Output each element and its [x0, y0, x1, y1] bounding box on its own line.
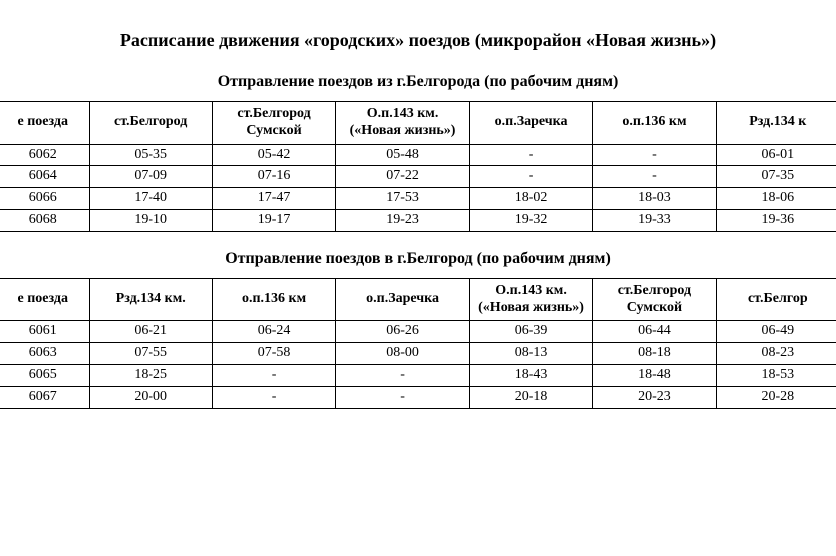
- cell: 07-55: [89, 343, 212, 365]
- table-header-row: е поезда ст.Белгород ст.Белгород Сумской…: [0, 102, 836, 145]
- col-header: Рзд.134 км.: [89, 278, 212, 321]
- col-header: ст.Белгород Сумской: [212, 102, 335, 145]
- cell: 07-58: [212, 343, 335, 365]
- cell: 19-10: [89, 209, 212, 231]
- cell: 18-25: [89, 364, 212, 386]
- col-header: ст.Белгор: [716, 278, 836, 321]
- cell: 08-18: [593, 343, 716, 365]
- col-header: О.п.143 км. («Новая жизнь»): [469, 278, 592, 321]
- table-1-wrap: е поезда ст.Белгород ст.Белгород Сумской…: [0, 101, 836, 232]
- cell: 06-26: [336, 321, 470, 343]
- cell: 20-28: [716, 386, 836, 408]
- cell: 06-44: [593, 321, 716, 343]
- cell: 18-43: [469, 364, 592, 386]
- cell: 07-09: [89, 166, 212, 188]
- cell: 08-00: [336, 343, 470, 365]
- table-row: 6068 19-10 19-17 19-23 19-32 19-33 19-36: [0, 209, 836, 231]
- cell: 06-39: [469, 321, 592, 343]
- cell: 6065: [0, 364, 89, 386]
- timetable-from: е поезда ст.Белгород ст.Белгород Сумской…: [0, 101, 836, 232]
- col-header: ст.Белгород: [89, 102, 212, 145]
- table-row: 6062 05-35 05-42 05-48 - - 06-01: [0, 144, 836, 166]
- cell: -: [593, 144, 716, 166]
- cell: 08-13: [469, 343, 592, 365]
- cell: 6067: [0, 386, 89, 408]
- table-row: 6065 18-25 - - 18-43 18-48 18-53: [0, 364, 836, 386]
- cell: 19-32: [469, 209, 592, 231]
- section-departure-from: Отправление поездов из г.Белгорода (по р…: [0, 73, 836, 232]
- cell: 06-01: [716, 144, 836, 166]
- cell: 18-06: [716, 188, 836, 210]
- cell: 08-23: [716, 343, 836, 365]
- table-header-row: е поезда Рзд.134 км. о.п.136 км о.п.Заре…: [0, 278, 836, 321]
- cell: -: [336, 364, 470, 386]
- cell: 06-49: [716, 321, 836, 343]
- table-row: 6067 20-00 - - 20-18 20-23 20-28: [0, 386, 836, 408]
- table-row: 6061 06-21 06-24 06-26 06-39 06-44 06-49: [0, 321, 836, 343]
- cell: 19-36: [716, 209, 836, 231]
- col-header: о.п.Заречка: [469, 102, 592, 145]
- cell: -: [469, 144, 592, 166]
- cell: 6063: [0, 343, 89, 365]
- cell: 6066: [0, 188, 89, 210]
- cell: 05-48: [336, 144, 470, 166]
- col-header: Рзд.134 к: [716, 102, 836, 145]
- cell: 20-18: [469, 386, 592, 408]
- cell: 18-03: [593, 188, 716, 210]
- table-row: 6064 07-09 07-16 07-22 - - 07-35: [0, 166, 836, 188]
- col-header: о.п.136 км: [212, 278, 335, 321]
- cell: 20-00: [89, 386, 212, 408]
- cell: 6061: [0, 321, 89, 343]
- page-title: Расписание движения «городских» поездов …: [0, 30, 836, 51]
- cell: 17-53: [336, 188, 470, 210]
- cell: 07-22: [336, 166, 470, 188]
- cell: -: [336, 386, 470, 408]
- col-header: ст.Белгород Сумской: [593, 278, 716, 321]
- cell: 06-21: [89, 321, 212, 343]
- cell: 06-24: [212, 321, 335, 343]
- cell: 6064: [0, 166, 89, 188]
- cell: 05-42: [212, 144, 335, 166]
- cell: 07-16: [212, 166, 335, 188]
- col-header: О.п.143 км. («Новая жизнь»): [336, 102, 470, 145]
- col-header: е поезда: [0, 102, 89, 145]
- section-departure-to: Отправление поездов в г.Белгород (по раб…: [0, 250, 836, 409]
- cell: 20-23: [593, 386, 716, 408]
- cell: -: [212, 386, 335, 408]
- col-header: о.п.136 км: [593, 102, 716, 145]
- cell: 19-33: [593, 209, 716, 231]
- cell: 19-23: [336, 209, 470, 231]
- cell: -: [469, 166, 592, 188]
- col-header: е поезда: [0, 278, 89, 321]
- cell: 17-40: [89, 188, 212, 210]
- cell: 6068: [0, 209, 89, 231]
- table-2-wrap: е поезда Рзд.134 км. о.п.136 км о.п.Заре…: [0, 278, 836, 409]
- cell: 07-35: [716, 166, 836, 188]
- cell: -: [212, 364, 335, 386]
- cell: -: [593, 166, 716, 188]
- cell: 17-47: [212, 188, 335, 210]
- col-header: о.п.Заречка: [336, 278, 470, 321]
- cell: 18-53: [716, 364, 836, 386]
- cell: 6062: [0, 144, 89, 166]
- cell: 18-48: [593, 364, 716, 386]
- cell: 05-35: [89, 144, 212, 166]
- section-1-title: Отправление поездов из г.Белгорода (по р…: [0, 73, 836, 91]
- table-row: 6066 17-40 17-47 17-53 18-02 18-03 18-06: [0, 188, 836, 210]
- table-row: 6063 07-55 07-58 08-00 08-13 08-18 08-23: [0, 343, 836, 365]
- section-2-title: Отправление поездов в г.Белгород (по раб…: [0, 250, 836, 268]
- cell: 19-17: [212, 209, 335, 231]
- cell: 18-02: [469, 188, 592, 210]
- timetable-to: е поезда Рзд.134 км. о.п.136 км о.п.Заре…: [0, 278, 836, 409]
